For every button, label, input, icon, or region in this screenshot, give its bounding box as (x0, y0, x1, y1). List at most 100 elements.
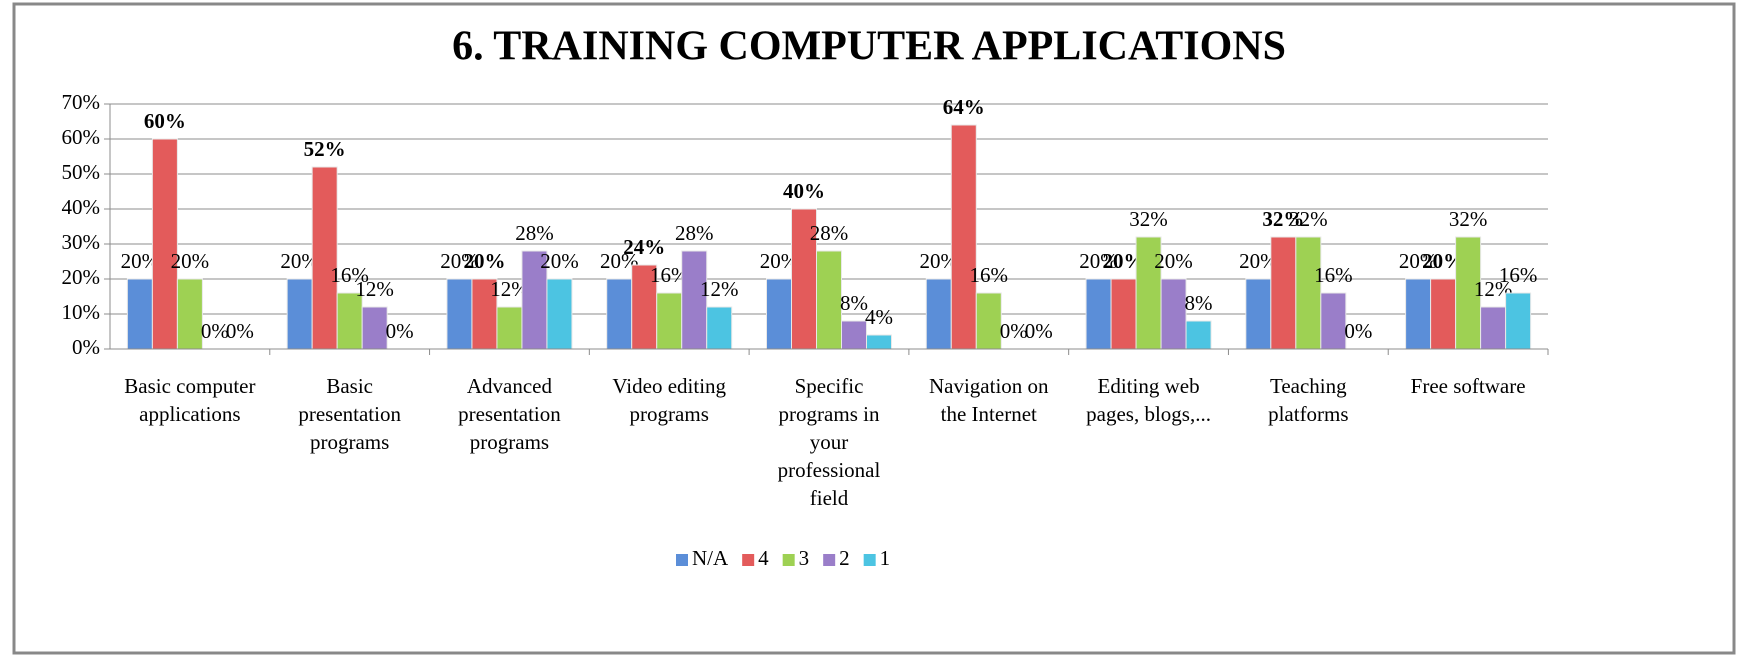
data-label: 0% (201, 319, 229, 343)
data-label: 12% (700, 277, 739, 301)
data-label: 60% (144, 109, 186, 133)
bar (496, 306, 523, 350)
y-tick-label: 20% (62, 265, 101, 289)
bar (925, 278, 952, 350)
x-tick-label: Navigation on the Internet (928, 374, 1049, 426)
data-label: 16% (1314, 263, 1353, 287)
x-tick-label: Video editing programs (612, 374, 727, 426)
data-label: 32% (1129, 207, 1168, 231)
legend-swatch (863, 554, 876, 566)
data-label: 20% (1079, 249, 1118, 273)
bar (1480, 306, 1507, 350)
data-label: 0% (1000, 319, 1028, 343)
bar (1085, 278, 1112, 350)
bar (311, 166, 338, 350)
bar (706, 306, 733, 350)
x-tick-label: Basic computer applications (124, 374, 256, 426)
data-label: 0% (386, 319, 414, 343)
bar (1110, 278, 1137, 350)
data-label: 28% (515, 221, 554, 245)
bar (1185, 320, 1212, 350)
bar (681, 250, 708, 350)
data-label: 16% (1499, 263, 1538, 287)
bar (1160, 278, 1187, 350)
bar (1505, 292, 1532, 350)
bar (471, 278, 498, 350)
y-tick-label: 60% (62, 125, 101, 149)
x-tick-label: Specific programs in your professional f… (777, 374, 881, 510)
data-label: 20% (1399, 249, 1438, 273)
legend-swatch (823, 554, 836, 566)
bar (866, 334, 892, 350)
y-tick-label: 30% (62, 230, 101, 254)
data-label: 16% (970, 263, 1009, 287)
data-label: 0% (226, 319, 254, 343)
data-label: 28% (810, 221, 849, 245)
data-label: 8% (840, 291, 868, 315)
data-label: 8% (1185, 291, 1213, 315)
legend-swatch (782, 554, 795, 566)
legend-swatch (742, 554, 755, 566)
bar (176, 278, 203, 350)
data-label: 28% (675, 221, 714, 245)
bar (1430, 278, 1457, 350)
bar (1455, 236, 1482, 350)
bar (446, 278, 473, 350)
data-label: 20% (1154, 249, 1193, 273)
y-tick-label: 40% (62, 195, 101, 219)
bar (126, 278, 153, 350)
legend-label: 4 (758, 546, 769, 570)
y-tick-label: 10% (62, 300, 101, 324)
bar (606, 278, 633, 350)
bar (286, 278, 313, 350)
data-label: 32% (1289, 207, 1328, 231)
legend-label: 1 (880, 546, 891, 570)
bar (950, 124, 977, 350)
chart-title: 6. TRAINING COMPUTER APPLICATIONS (452, 24, 1286, 70)
bar (1245, 278, 1272, 350)
legend-swatch (676, 554, 688, 566)
data-label: 0% (1025, 319, 1053, 343)
y-tick-label: 50% (62, 160, 101, 184)
bar (656, 292, 683, 350)
data-label: 40% (783, 179, 825, 203)
bar (1135, 236, 1162, 350)
bar (1270, 236, 1297, 350)
y-tick-label: 70% (62, 90, 101, 114)
bar (1320, 292, 1347, 350)
data-label: 52% (304, 137, 346, 161)
y-tick-label: 0% (72, 335, 100, 359)
x-tick-label: Free software (1410, 374, 1526, 398)
bar (521, 250, 548, 350)
bar (336, 292, 363, 350)
data-label: 0% (1344, 319, 1372, 343)
bar (151, 138, 178, 350)
legend-label: 2 (839, 546, 850, 570)
bar (841, 320, 867, 350)
bar (1405, 278, 1432, 350)
data-label: 24% (623, 235, 665, 259)
data-label: 32% (1449, 207, 1488, 231)
data-label: 20% (540, 249, 579, 273)
x-tick-label: Basic presentation programs (298, 374, 401, 454)
bar (1295, 236, 1322, 350)
bar (766, 278, 792, 350)
legend-label: 3 (799, 546, 810, 570)
data-label: 20% (440, 249, 479, 273)
x-tick-label: Advanced presentation programs (458, 374, 561, 454)
data-label: 4% (865, 305, 893, 329)
data-label: 16% (330, 263, 369, 287)
bar (816, 250, 842, 350)
x-tick-label: Teaching platforms (1268, 374, 1349, 426)
bar (361, 306, 388, 350)
legend-label: N/A (692, 546, 729, 570)
data-label: 20% (463, 249, 505, 273)
bar (546, 278, 573, 350)
data-label: 64% (943, 95, 985, 119)
bar (975, 292, 1002, 350)
x-tick-label: Editing web pages, blogs,... (1086, 374, 1211, 426)
data-label: 20% (171, 249, 210, 273)
data-label: 12% (355, 277, 394, 301)
